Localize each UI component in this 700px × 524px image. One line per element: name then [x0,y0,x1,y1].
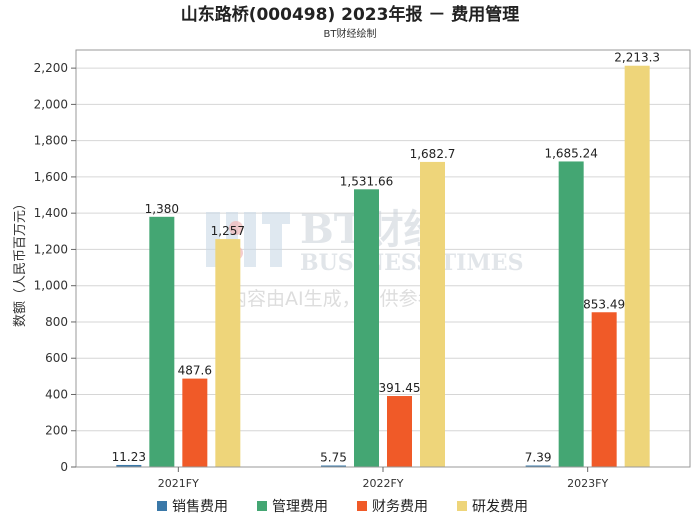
x-tick-label: 2021FY [158,477,199,490]
chart-subtitle: BT财经绘制 [324,27,377,40]
legend-swatch [357,501,367,511]
y-tick-label: 2,000 [34,97,68,111]
data-label: 853.49 [583,297,625,311]
x-tick-label: 2023FY [567,477,608,490]
legend-swatch [257,501,267,511]
data-labels: 11.23 1,380 487.6 1,257 5.75 1,531.66 391.45 1,… [112,51,660,465]
data-label: 2,213.3 [614,51,660,65]
data-label: 487.6 [178,364,212,378]
bar-2-2021FY [149,216,175,467]
bar-3-2021FY [182,378,208,467]
y-tick-label: 200 [45,424,68,438]
legend-label: 财务费用 [372,499,428,515]
y-axis-label: 数额（人民币百万元） [13,197,28,327]
bar-2-2023FY [558,161,584,467]
data-label: 1,685.24 [544,146,597,160]
watermark-notice: 内容由AI生成，仅供参考 [228,288,437,310]
bar-1-2023FY [525,465,551,467]
y-tick-label: 1,800 [34,134,68,148]
bar-1-2021FY [116,464,142,467]
chart-title: 山东路桥(000498) 2023年报 － 费用管理 [181,4,520,25]
data-label: 391.45 [379,381,421,395]
y-tick-label: 1,600 [34,170,68,184]
data-label: 7.39 [525,451,552,465]
y-tick-label: 1,200 [34,242,68,256]
legend-label: 管理费用 [272,499,328,515]
data-label: 1,531.66 [340,174,393,188]
data-label: 5.75 [320,451,347,465]
y-tick-label: 1,000 [34,279,68,293]
data-label: 1,682.7 [410,147,456,161]
y-tick-label: 2,200 [34,61,68,75]
axes: 0 200 400 600 800 1,000 1,200 1,400 1,600 1,800 2,… [34,49,691,490]
x-tick-label: 2022FY [362,477,403,490]
bar-1-2022FY [321,465,346,467]
legend-swatch [157,501,167,511]
bar-4-2021FY [215,239,241,467]
grid-lines [76,67,690,432]
watermark-brand-text: BUSINESS TIMES [300,250,523,276]
legend-swatch [457,501,467,511]
data-label: 11.23 [112,450,146,464]
legend: 销售费用 管理费用 财务费用 研发费用 [157,499,528,515]
bar-2-2022FY [354,189,379,467]
legend-label: 销售费用 [172,499,228,515]
y-tick-label: 1,400 [34,206,68,220]
bars [116,65,650,467]
bar-4-2023FY [624,65,650,467]
y-tick-label: 800 [45,315,68,329]
legend-label: 研发费用 [472,499,528,515]
data-label: 1,257 [211,224,245,238]
bar-3-2022FY [387,396,412,467]
bar-3-2023FY [591,312,617,467]
y-tick-label: 0 [60,460,68,474]
y-tick-label: 600 [45,351,68,365]
bar-4-2022FY [420,161,445,467]
data-label: 1,380 [145,202,179,216]
y-tick-label: 400 [45,387,68,401]
